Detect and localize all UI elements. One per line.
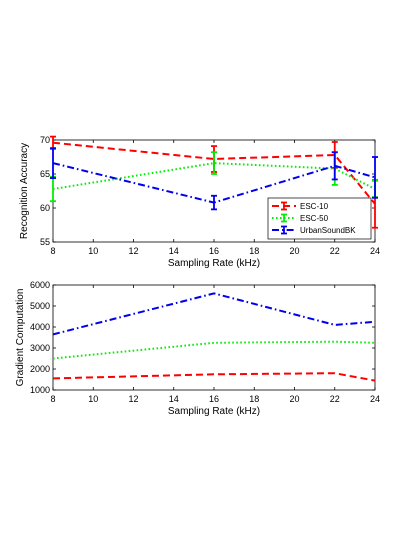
legend-item: UrbanSoundBK: [272, 225, 356, 235]
x-tick-label: 22: [330, 394, 340, 404]
legend-item: ESC-50: [272, 213, 329, 223]
x-tick-label: 14: [169, 246, 179, 256]
legend: ESC-10 ESC-50 UrbanSoundBK: [267, 197, 372, 240]
x-tick-label: 10: [88, 394, 98, 404]
x-tick-label: 22: [330, 246, 340, 256]
error-bar: [211, 151, 217, 175]
plot-frame: [52, 284, 376, 391]
legend-item: ESC-10: [272, 201, 329, 211]
x-axis-label: Sampling Rate (kHz): [168, 258, 260, 269]
y-tick-label: 1000: [30, 385, 50, 395]
series-line-1: [52, 162, 376, 190]
series-line-0: [52, 141, 376, 205]
x-tick-label: 10: [88, 246, 98, 256]
y-tick-label: 6000: [30, 280, 50, 290]
gradient-computation-chart: 8 10 12 14 16 18 20 22 24 1000 2000 3000 4000 5000 600…: [15, 280, 380, 417]
error-bar: [50, 147, 56, 179]
x-tick-label: 14: [169, 394, 179, 404]
x-tick-label: 24: [370, 246, 380, 256]
legend-label: UrbanSoundBK: [300, 226, 356, 235]
y-tick-label: 60: [40, 203, 50, 213]
x-tick-label: 18: [249, 246, 259, 256]
y-tick-label: 5000: [30, 301, 50, 311]
series-line-1: [52, 340, 376, 360]
x-tick-label: 16: [209, 394, 219, 404]
y-axis-label: Recognition Accuracy: [19, 143, 30, 239]
x-tick-label: 8: [50, 394, 55, 404]
legend-label: ESC-10: [300, 202, 329, 211]
x-tick-label: 12: [128, 394, 138, 404]
series-line-0: [52, 372, 376, 382]
error-bar: [211, 194, 217, 211]
y-tick-label: 2000: [30, 364, 50, 374]
series-line-2: [52, 292, 376, 336]
x-tick-label: 18: [249, 394, 259, 404]
x-tick-label: 20: [289, 246, 299, 256]
y-tick-label: 70: [40, 135, 50, 145]
y-tick-label: 55: [40, 237, 50, 247]
y-tick-label: 3000: [30, 343, 50, 353]
x-tick-label: 12: [128, 246, 138, 256]
x-tick-label: 16: [209, 246, 219, 256]
x-tick-label: 24: [370, 394, 380, 404]
legend-label: ESC-50: [300, 214, 329, 223]
y-tick-label: 4000: [30, 322, 50, 332]
y-axis-label: Gradient Computation: [15, 289, 26, 387]
x-tick-label: 20: [289, 394, 299, 404]
error-bar: [372, 156, 378, 199]
y-tick-label: 65: [40, 169, 50, 179]
series-line-2: [52, 162, 376, 204]
error-bar: [331, 151, 338, 181]
x-axis-label: Sampling Rate (kHz): [168, 406, 260, 417]
accuracy-chart: 8 10 12 14 16 18 20 22 24 55 60 65 70 Sampling Rate (…: [19, 135, 380, 269]
x-tick-label: 8: [50, 246, 55, 256]
error-bar: [50, 175, 56, 203]
